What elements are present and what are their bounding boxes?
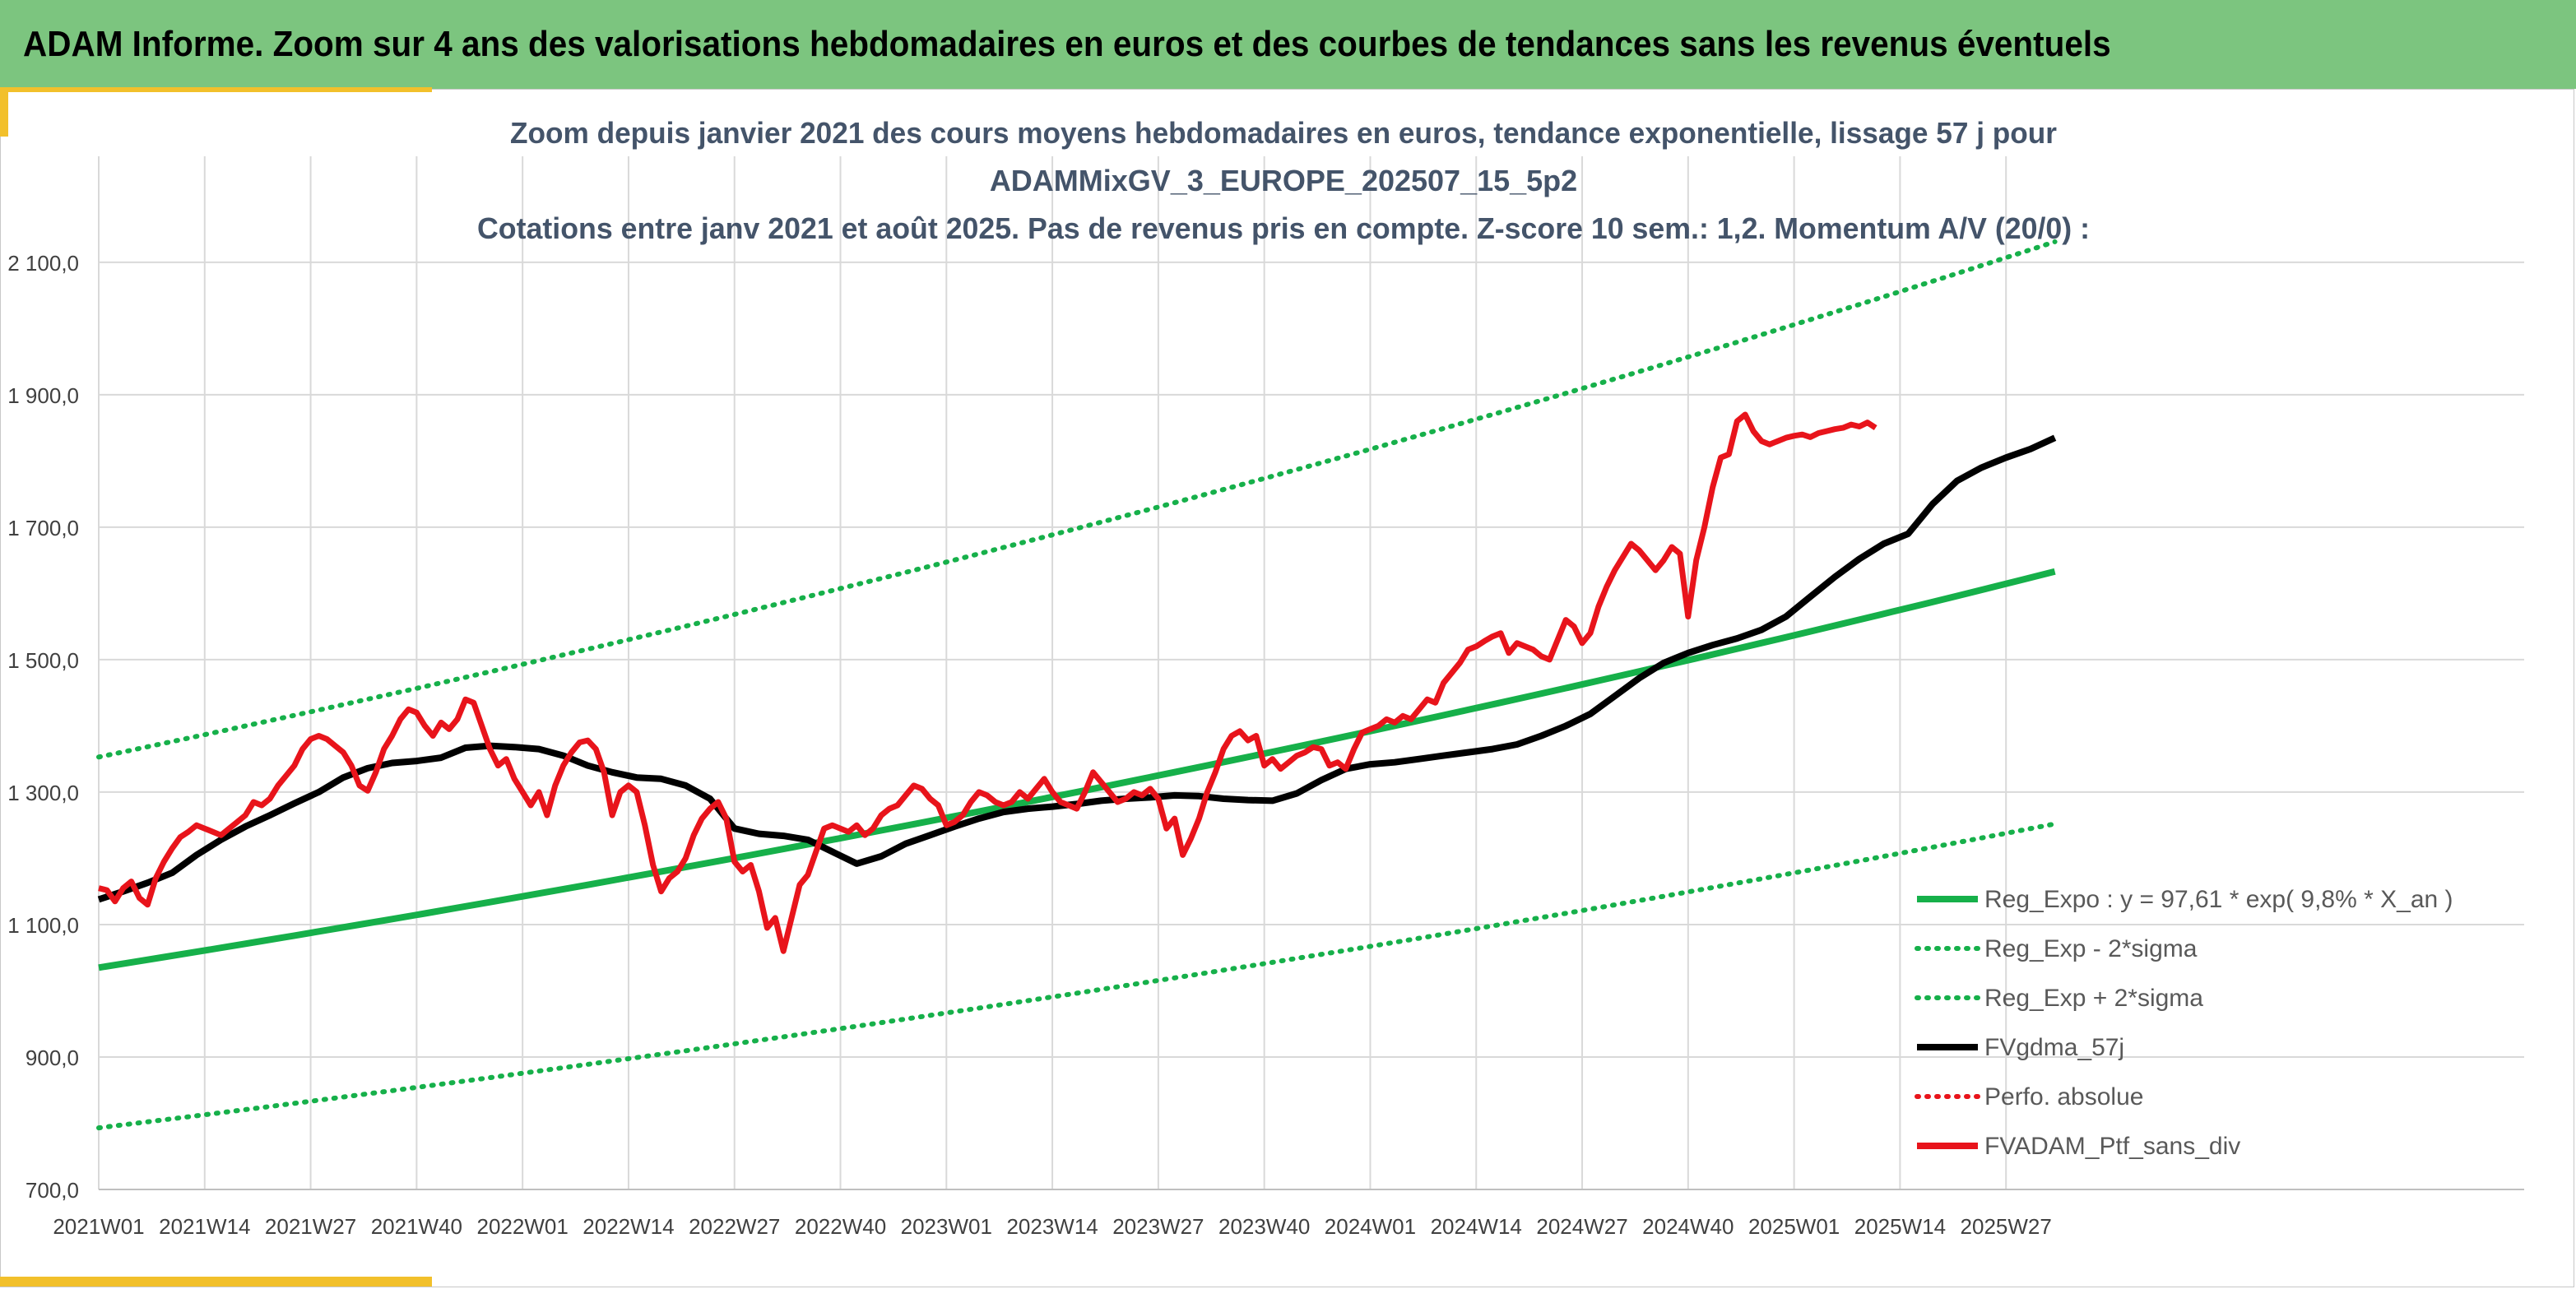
legend-label: Reg_Exp - 2*sigma xyxy=(1984,935,2198,962)
x-axis-ticks: 2021W01 2021W14 2021W27 2021W40 2022W01 2022W… xyxy=(53,1214,2052,1239)
x-tick-label: 2022W01 xyxy=(476,1214,568,1239)
x-tick-label: 2022W27 xyxy=(689,1214,780,1239)
y-tick-label: 1 100,0 xyxy=(7,913,79,938)
header-bar: ADAM Informe. Zoom sur 4 ans des valoris… xyxy=(0,0,2576,89)
legend-label: Perfo. absolue xyxy=(1984,1083,2143,1110)
y-tick-label: 1 900,0 xyxy=(7,383,79,408)
x-tick-label: 2024W14 xyxy=(1431,1214,1522,1239)
x-tick-label: 2025W01 xyxy=(1748,1214,1840,1239)
grid xyxy=(98,156,2524,1190)
x-tick-label: 2021W01 xyxy=(53,1214,144,1239)
x-tick-label: 2023W27 xyxy=(1112,1214,1204,1239)
x-tick-label: 2022W40 xyxy=(795,1214,886,1239)
chart-title-line-3: Cotations entre janv 2021 et août 2025. … xyxy=(477,211,2090,245)
x-tick-label: 2024W27 xyxy=(1536,1214,1627,1239)
chart-frame xyxy=(0,89,2574,1287)
legend-label: Reg_Expo : y = 97,61 * exp( 9,8% * X_an … xyxy=(1984,886,2453,913)
x-tick-label: 2022W14 xyxy=(583,1214,674,1239)
chart-title-block: Zoom depuis janvier 2021 des cours moyen… xyxy=(477,116,2090,245)
x-tick-label: 2023W40 xyxy=(1218,1214,1310,1239)
accent-bar-bottom xyxy=(0,1277,432,1287)
series-reg-exp-minus-2sigma-line xyxy=(96,821,2058,1131)
series-reg-exp-plus-2sigma-line xyxy=(96,239,2058,760)
y-tick-label: 700,0 xyxy=(26,1178,79,1203)
legend-label: Reg_Exp + 2*sigma xyxy=(1984,985,2203,1012)
chart-title-line-2: ADAMMixGV_3_EUROPE_202507_15_5p2 xyxy=(990,164,1577,197)
page-title: ADAM Informe. Zoom sur 4 ans des valoris… xyxy=(23,24,2111,64)
y-tick-label: 1 300,0 xyxy=(7,781,79,805)
chart-title-line-1: Zoom depuis janvier 2021 des cours moyen… xyxy=(510,116,2057,150)
x-tick-label: 2025W14 xyxy=(1854,1214,1946,1239)
series-reg-expo-line xyxy=(98,568,2056,971)
x-tick-label: 2021W27 xyxy=(265,1214,356,1239)
accent-bar-left xyxy=(0,87,8,137)
x-tick-label: 2023W01 xyxy=(901,1214,992,1239)
legend-label: FVADAM_Ptf_sans_div xyxy=(1984,1133,2240,1160)
legend: Reg_Expo : y = 97,61 * exp( 9,8% * X_an … xyxy=(1915,886,2453,1160)
y-tick-label: 1 700,0 xyxy=(7,516,79,540)
series-fvgdma-57j-line xyxy=(97,434,2057,903)
x-tick-label: 2023W14 xyxy=(1006,1214,1098,1239)
series-fvadam-ptf-line xyxy=(98,411,1877,954)
y-tick-label: 2 100,0 xyxy=(7,251,79,276)
y-tick-label: 900,0 xyxy=(26,1046,79,1070)
x-tick-label: 2021W14 xyxy=(159,1214,250,1239)
x-tick-label: 2024W01 xyxy=(1325,1214,1416,1239)
accent-bar-top xyxy=(0,87,432,92)
y-tick-label: 1 500,0 xyxy=(7,648,79,673)
series-lines xyxy=(96,239,2058,1131)
legend-label: FVgdma_57j xyxy=(1984,1034,2124,1061)
x-tick-label: 2021W40 xyxy=(371,1214,462,1239)
x-tick-label: 2025W27 xyxy=(1961,1214,2052,1239)
y-axis-ticks: 700,0 900,0 1 100,0 1 300,0 1 500,0 1 700,0 1 … xyxy=(7,251,79,1203)
x-tick-label: 2024W40 xyxy=(1642,1214,1734,1239)
